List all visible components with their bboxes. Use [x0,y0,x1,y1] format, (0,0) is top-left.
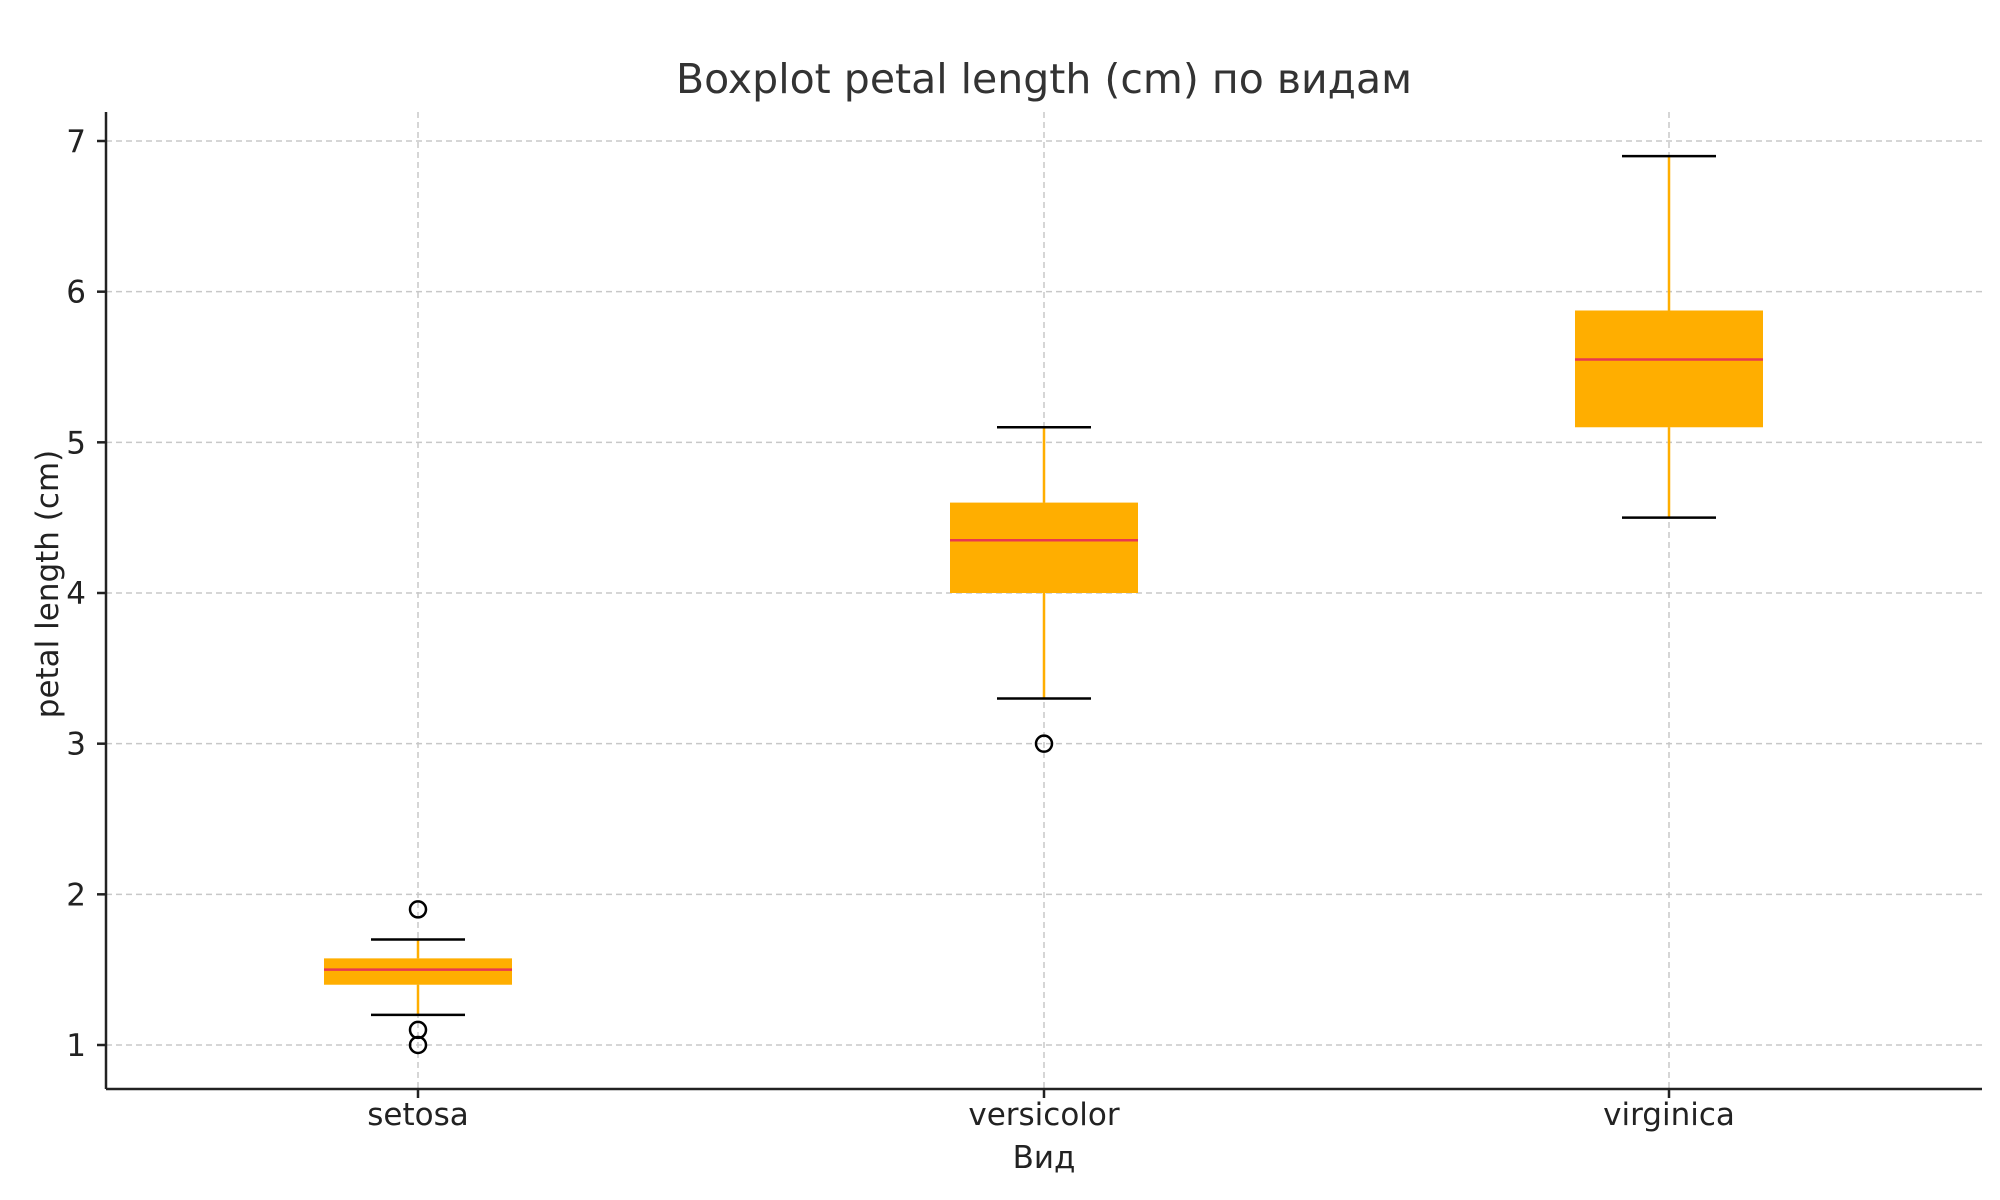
boxes [324,154,1763,1055]
outlier-point [1034,734,1054,753]
y-axis-label: petal length (cm) [30,450,66,718]
y-tick-label: 3 [66,727,86,763]
y-tick-label: 4 [66,576,86,612]
x-axis-label: Вид [1013,1140,1076,1176]
box-versicolor [950,426,1138,753]
y-tick-label: 5 [66,425,86,461]
box-iqr [1575,310,1763,428]
y-tick-label: 7 [66,124,86,160]
outlier-point [408,1020,428,1040]
box-iqr [324,958,512,985]
y-tick-label: 1 [66,1028,86,1064]
outlier-point [408,900,428,919]
y-tick-label: 6 [66,275,86,311]
x-tick-label-setosa: setosa [367,1097,469,1133]
chart-title: Boxplot petal length (cm) по видам [676,55,1412,103]
box-virginica [1575,154,1763,519]
x-tick-label-virginica: virginica [1603,1097,1735,1133]
box-setosa [324,900,512,1055]
box-iqr [950,502,1138,593]
x-tick-label-versicolor: versicolor [968,1097,1120,1133]
y-tick-label: 2 [66,877,86,913]
ticks: 1 2 3 4 5 6 7 setosa versicolor virginica [66,124,1735,1133]
